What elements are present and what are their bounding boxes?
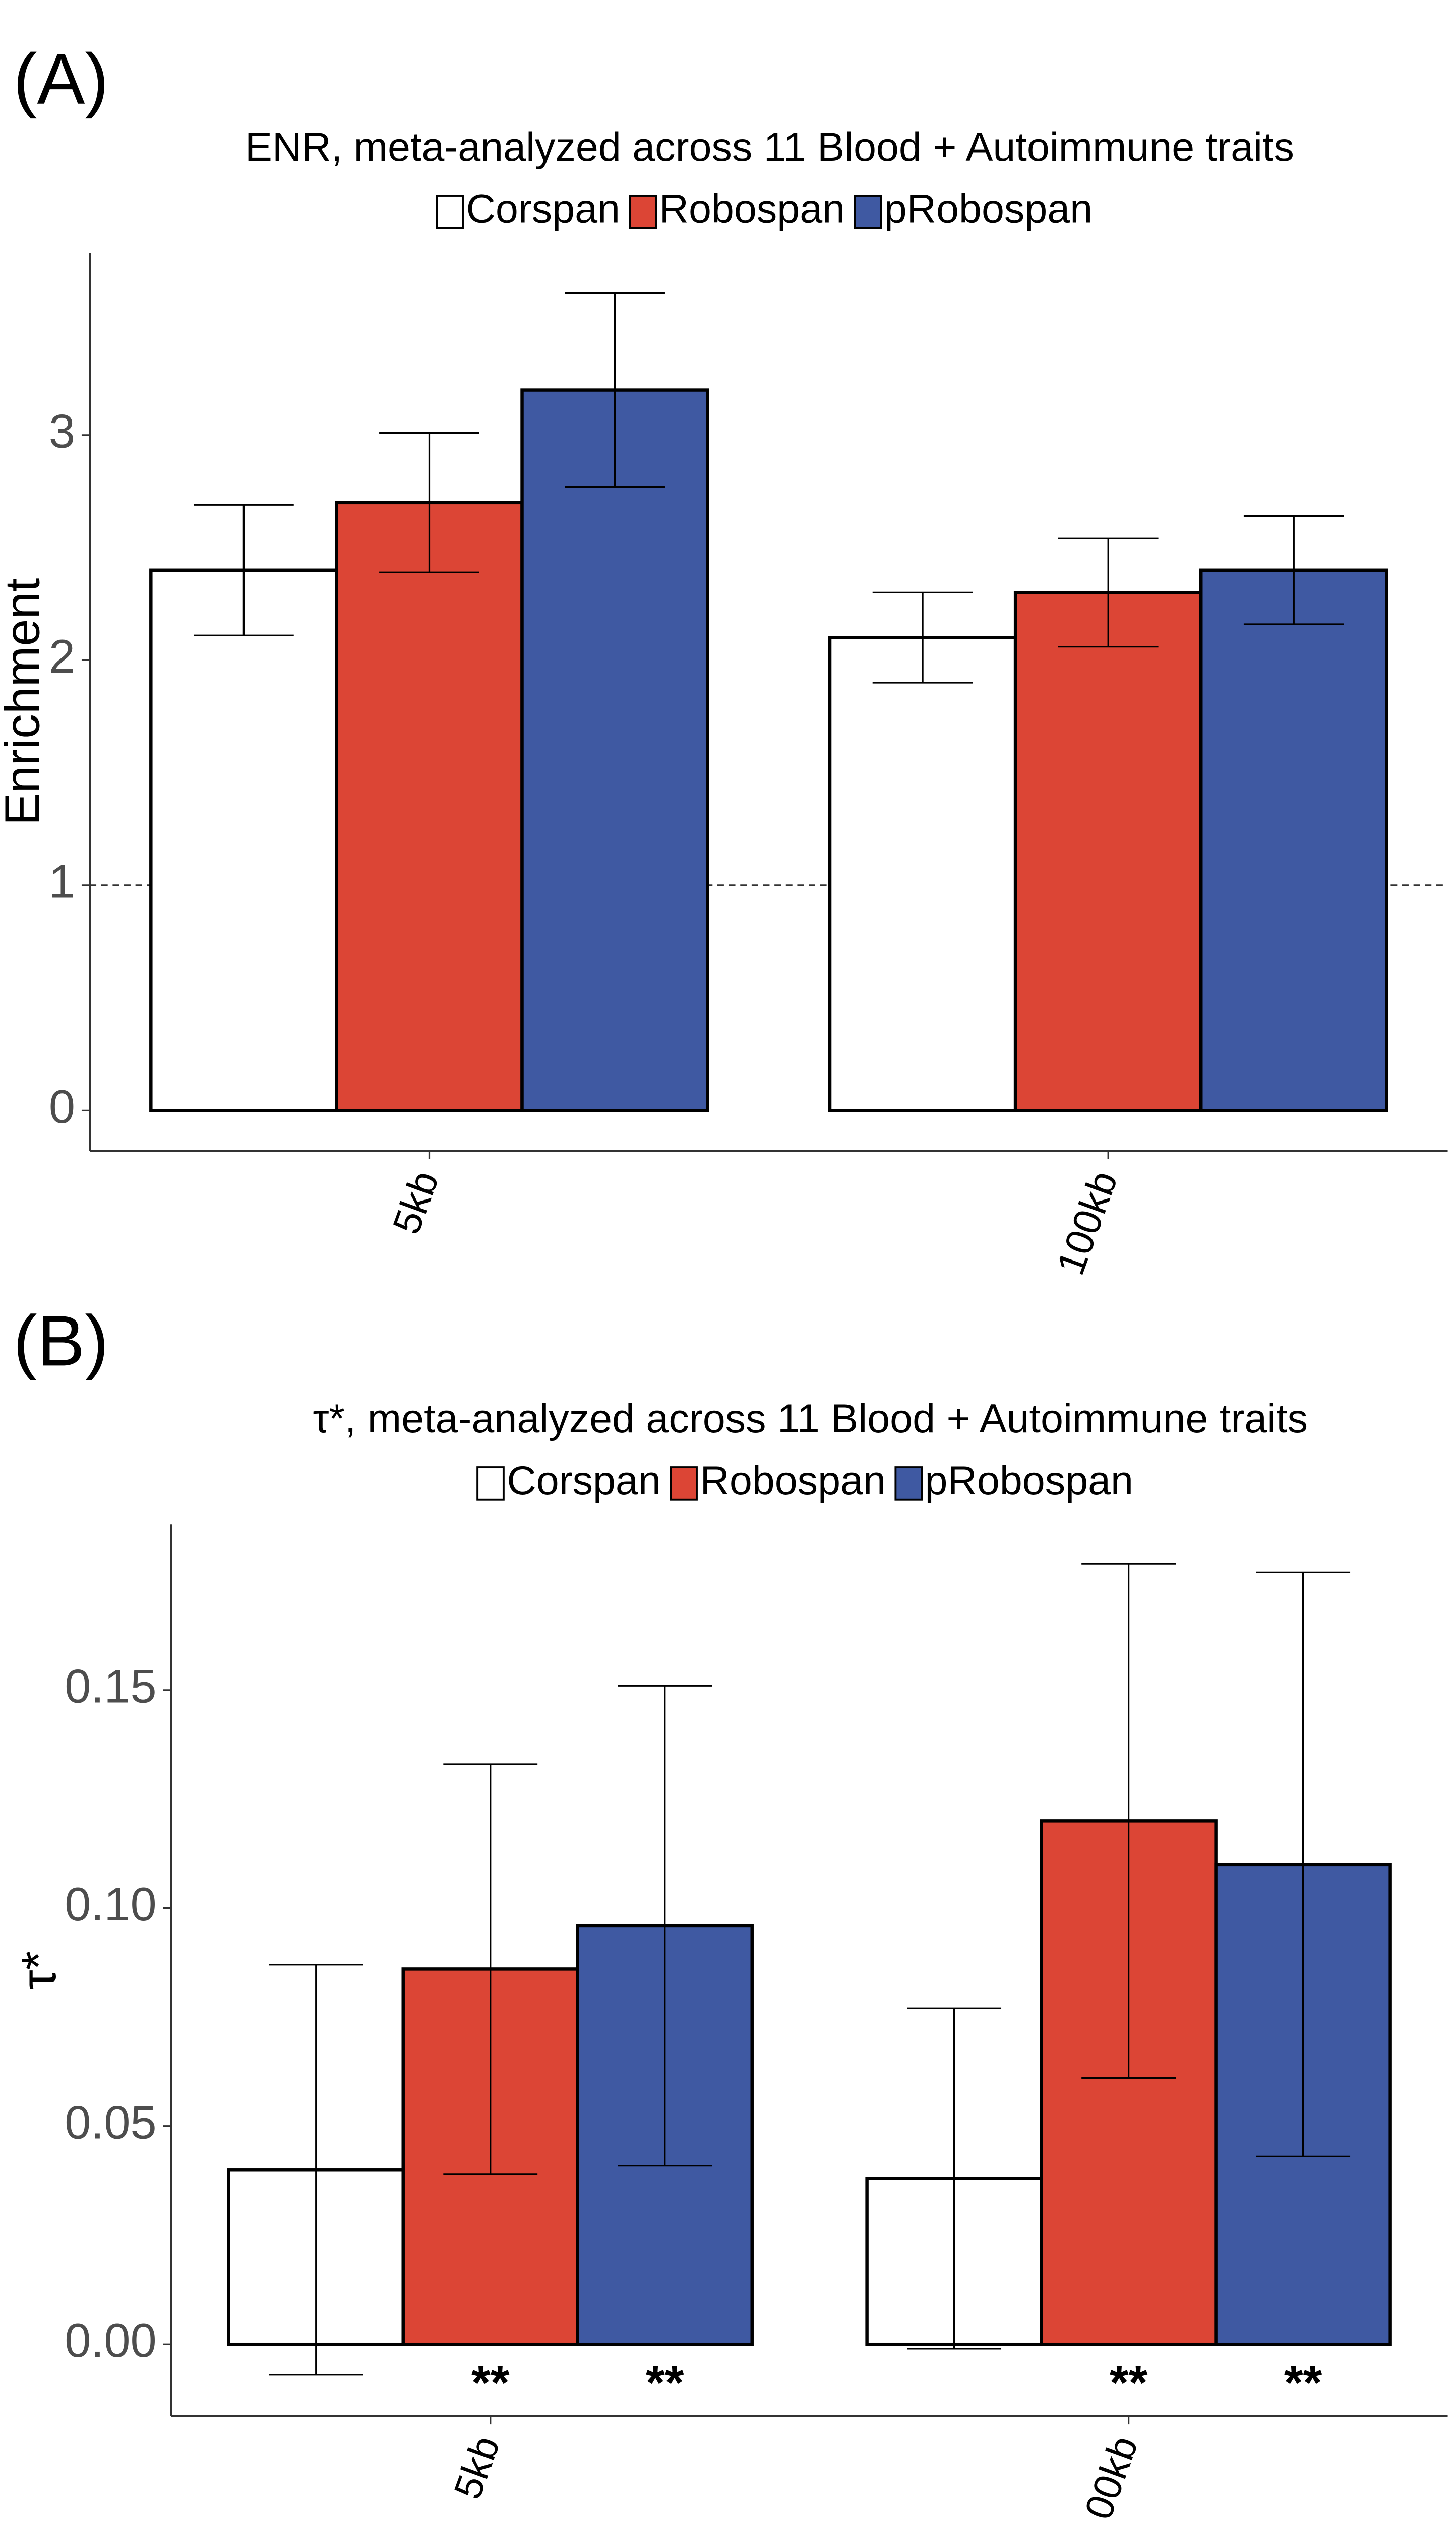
legend-label: pRobospan: [925, 1458, 1133, 1504]
error-bar: [565, 292, 665, 488]
error-bar: [1256, 1571, 1351, 2157]
y-tick-label: 0.10: [65, 1878, 156, 1931]
significance-annotation: **: [1284, 2355, 1322, 2410]
error-bar: [1081, 1563, 1176, 2079]
error-bar: [193, 504, 294, 636]
error-bar: [872, 591, 973, 684]
panel-label: (A): [13, 39, 109, 119]
error-bar: [443, 1763, 538, 2175]
y-tick-label: 1: [49, 855, 75, 908]
error-bar: [907, 2007, 1002, 2350]
x-tick-label: 5kb: [385, 1165, 447, 1239]
legend-label: Corspan: [466, 187, 621, 232]
legend-swatch: [436, 195, 464, 229]
y-axis-label: Enrichment: [0, 578, 50, 826]
y-tick-label: 3: [49, 405, 75, 458]
x-tick-label: 100kb: [1069, 2431, 1146, 2521]
chart-title: ENR, meta-analyzed across 11 Blood + Aut…: [245, 125, 1294, 170]
legend-swatch: [670, 1466, 698, 1501]
significance-annotation: **: [471, 2355, 510, 2410]
panel-label: (B): [13, 1301, 109, 1381]
error-bar: [1058, 537, 1159, 648]
y-axis-label: τ*: [11, 1951, 66, 1990]
y-tick-label: 2: [49, 630, 75, 683]
y-tick-label: 0.05: [65, 2096, 156, 2149]
x-tick-label: 100kb: [1049, 1165, 1126, 1280]
legend-label: Robospan: [659, 187, 845, 232]
bar: [1199, 568, 1388, 1112]
y-tick-label: 0.00: [65, 2314, 156, 2367]
significance-annotation: **: [646, 2355, 684, 2410]
legend-swatch: [476, 1466, 505, 1501]
bar: [335, 501, 524, 1112]
legend-swatch: [629, 195, 657, 229]
error-bar: [618, 1685, 712, 2167]
legend-swatch: [854, 195, 882, 229]
error-bar: [269, 1964, 363, 2376]
legend-label: Corspan: [507, 1458, 661, 1504]
error-bar: [1243, 515, 1344, 625]
x-tick-label: 5kb: [446, 2431, 508, 2505]
error-bar: [379, 432, 479, 573]
y-tick-label: 0.15: [65, 1660, 156, 1713]
bar: [828, 636, 1017, 1112]
legend-label: pRobospan: [884, 187, 1093, 232]
legend-swatch: [894, 1466, 923, 1501]
bar: [149, 568, 338, 1112]
bar: [520, 388, 709, 1112]
legend-label: Robospan: [700, 1458, 886, 1504]
significance-annotation: **: [1110, 2355, 1148, 2410]
bar: [1013, 591, 1203, 1112]
y-tick-label: 0: [49, 1080, 75, 1133]
chart-title: τ*, meta-analyzed across 11 Blood + Auto…: [313, 1396, 1308, 1442]
